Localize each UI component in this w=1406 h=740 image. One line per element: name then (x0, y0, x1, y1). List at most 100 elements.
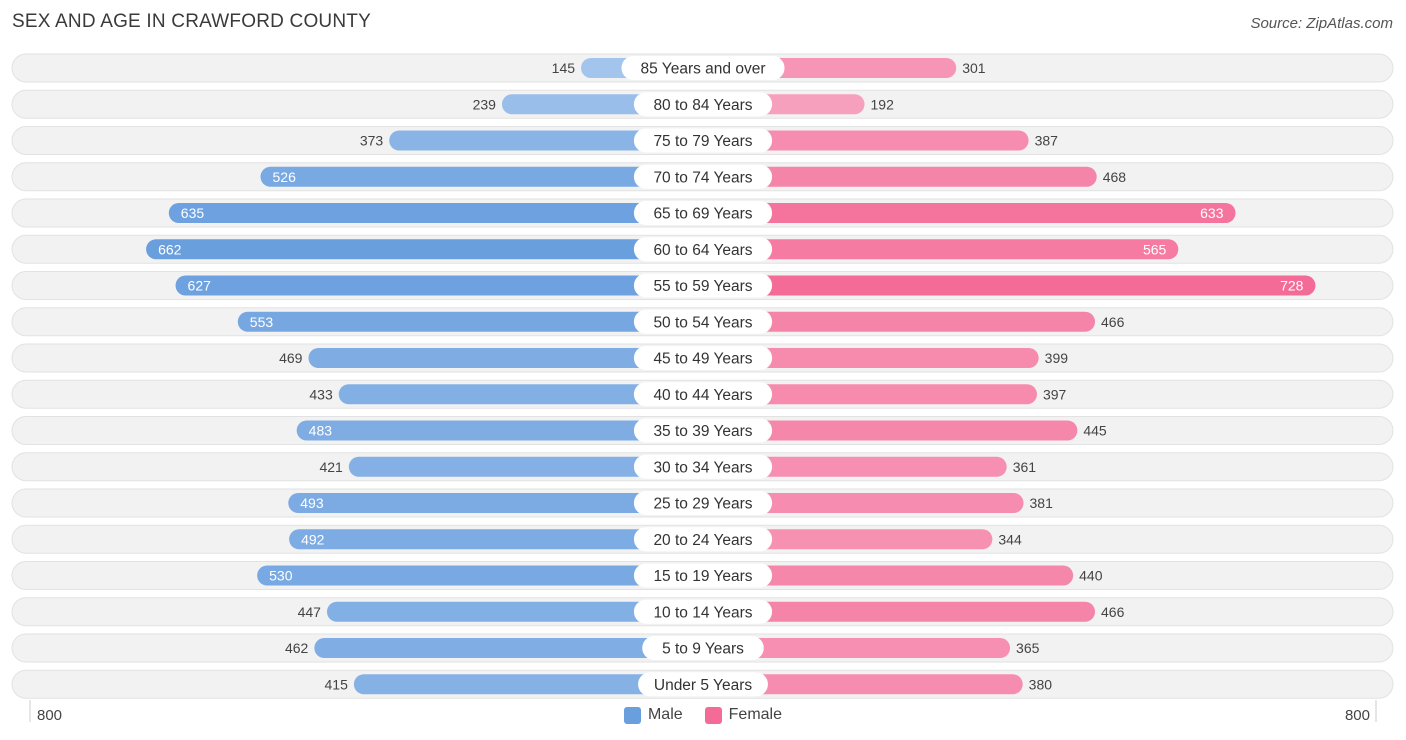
female-value-label: 387 (1035, 133, 1059, 149)
legend-item-female[interactable]: Female (704, 706, 783, 724)
male-value-label: 239 (473, 96, 497, 112)
female-value-label: 301 (962, 60, 986, 76)
male-bar (257, 565, 703, 586)
category-pill (633, 309, 773, 334)
female-value-label: 466 (1101, 604, 1125, 620)
female-value-label: 380 (1029, 676, 1053, 692)
female-bar (703, 203, 1236, 223)
female-swatch (704, 706, 722, 724)
male-bar (175, 275, 703, 296)
row-7: 553 466 50 to 54 Years (11, 307, 1394, 337)
category-pill (633, 201, 773, 225)
row-1: 239 192 80 to 84 Years (11, 89, 1394, 119)
row-0: 145 301 85 Years and over (11, 53, 1394, 83)
category-label: 20 to 24 Years (653, 532, 752, 549)
female-value-label: 399 (1045, 350, 1069, 366)
male-value-label: 526 (273, 169, 297, 185)
female-value-label: 365 (1016, 640, 1040, 656)
row-10: 483 445 35 to 39 Years (11, 416, 1394, 445)
axis-label-right: 800 (1344, 707, 1370, 724)
male-bar (308, 348, 703, 368)
category-pill (633, 527, 773, 552)
category-pill (633, 491, 773, 515)
axis-label-left: 800 (37, 707, 63, 724)
male-value-label: 462 (285, 640, 309, 656)
female-bar (703, 130, 1029, 151)
row-6: 627 728 55 to 59 Years (11, 271, 1394, 300)
male-bar (348, 456, 703, 477)
category-label: 65 to 69 Years (653, 206, 752, 223)
row-14: 530 440 15 to 19 Years (11, 561, 1394, 590)
category-pill (633, 382, 773, 407)
male-bar (146, 239, 703, 260)
female-value-label: 728 (1280, 278, 1304, 294)
category-pill (633, 237, 773, 262)
chart-title: SEX AND AGE IN CRAWFORD COUNTY (12, 11, 371, 32)
category-pill (633, 273, 773, 298)
row-16: 462 365 5 to 9 Years (11, 633, 1394, 663)
male-value-label: 492 (301, 531, 325, 547)
male-value-label: 635 (181, 205, 205, 221)
category-pill (621, 56, 785, 80)
male-value-label: 447 (298, 604, 322, 620)
female-value-label: 361 (1013, 459, 1037, 475)
male-value-label: 627 (188, 278, 212, 294)
male-bar (353, 674, 703, 695)
legend-item-male[interactable]: Male (623, 706, 683, 724)
row-3: 526 468 70 to 74 Years (11, 162, 1394, 192)
category-label: 35 to 39 Years (653, 423, 752, 440)
male-bar (296, 420, 703, 441)
category-pill (633, 346, 773, 370)
female-bar (703, 674, 1023, 695)
category-label: 10 to 14 Years (653, 604, 752, 621)
female-value-label: 192 (871, 96, 895, 112)
male-value-label: 415 (325, 676, 349, 692)
female-value-label: 633 (1200, 205, 1224, 221)
female-value-label: 397 (1043, 386, 1067, 402)
row-15: 447 466 10 to 14 Years (11, 597, 1394, 627)
female-bar (703, 384, 1037, 405)
legend: Male Female (0, 706, 1406, 724)
category-label: 40 to 44 Years (653, 387, 752, 404)
category-pill (633, 418, 773, 443)
male-value-label: 662 (158, 241, 182, 257)
female-value-label: 565 (1143, 241, 1167, 257)
female-value-label: 381 (1030, 495, 1054, 511)
category-pill (638, 672, 768, 697)
male-bar (326, 601, 703, 622)
female-bar (703, 311, 1096, 332)
male-bar (389, 130, 703, 151)
category-pill (633, 128, 773, 153)
row-11: 421 361 30 to 34 Years (11, 452, 1394, 482)
male-bar (338, 384, 703, 405)
row-13: 492 344 20 to 24 Years (11, 524, 1394, 554)
female-bar (703, 565, 1074, 586)
male-value-label: 373 (360, 133, 384, 149)
legend-label-female: Female (728, 706, 783, 723)
male-bar (237, 311, 703, 332)
male-bar (314, 638, 703, 658)
male-bar (168, 203, 703, 223)
legend-label-male: Male (647, 706, 683, 723)
female-value-label: 445 (1083, 423, 1107, 439)
male-value-label: 553 (250, 314, 274, 330)
source-label: Source: ZipAtlas.com (1250, 15, 1393, 32)
male-value-label: 530 (269, 568, 293, 584)
category-label: 15 to 19 Years (653, 568, 752, 585)
category-label: 50 to 54 Years (653, 314, 752, 331)
female-value-label: 466 (1101, 314, 1125, 330)
category-label: 60 to 64 Years (653, 242, 752, 259)
category-pill (633, 164, 773, 189)
female-bar (703, 456, 1007, 477)
category-pill (633, 599, 773, 624)
category-pill (633, 563, 773, 588)
female-value-label: 468 (1103, 169, 1127, 185)
male-value-label: 145 (552, 60, 576, 76)
row-2: 373 387 75 to 79 Years (11, 126, 1394, 155)
female-value-label: 344 (998, 531, 1022, 547)
male-value-label: 493 (300, 495, 324, 511)
female-bar (703, 275, 1316, 296)
row-4: 635 633 65 to 69 Years (11, 198, 1394, 228)
category-pill (642, 636, 764, 660)
